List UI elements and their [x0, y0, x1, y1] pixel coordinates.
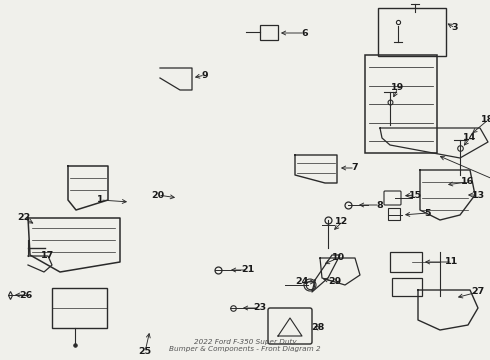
Text: 10: 10 — [331, 253, 344, 262]
Text: 22: 22 — [17, 213, 31, 222]
Text: 12: 12 — [335, 217, 348, 226]
Text: 6: 6 — [302, 28, 308, 37]
Text: 1: 1 — [97, 195, 103, 204]
Text: 13: 13 — [471, 190, 485, 199]
Text: 18: 18 — [481, 116, 490, 125]
Text: 21: 21 — [242, 266, 255, 274]
Text: 20: 20 — [151, 190, 165, 199]
Text: 15: 15 — [409, 190, 421, 199]
Text: 27: 27 — [471, 288, 485, 297]
Text: 8: 8 — [377, 201, 383, 210]
Text: 14: 14 — [464, 134, 477, 143]
Bar — [365, 55, 437, 153]
Bar — [52, 288, 107, 328]
Text: 3: 3 — [452, 23, 458, 32]
Text: 19: 19 — [392, 84, 405, 93]
Bar — [390, 252, 422, 272]
Bar — [392, 278, 422, 296]
Text: 24: 24 — [295, 278, 309, 287]
Bar — [378, 8, 446, 56]
Bar — [260, 25, 278, 40]
Bar — [388, 208, 400, 220]
Text: 5: 5 — [425, 208, 431, 217]
Text: 23: 23 — [253, 303, 267, 312]
Text: 9: 9 — [202, 71, 208, 80]
Text: 16: 16 — [462, 177, 475, 186]
Text: 29: 29 — [328, 278, 342, 287]
Text: 25: 25 — [139, 347, 151, 356]
Text: 7: 7 — [352, 163, 358, 172]
Text: 11: 11 — [445, 257, 459, 266]
Text: 17: 17 — [41, 251, 54, 260]
Text: 26: 26 — [20, 291, 33, 300]
Text: 2022 Ford F-350 Super Duty
Bumper & Components - Front Diagram 2: 2022 Ford F-350 Super Duty Bumper & Comp… — [169, 339, 321, 352]
Text: 28: 28 — [311, 324, 325, 333]
